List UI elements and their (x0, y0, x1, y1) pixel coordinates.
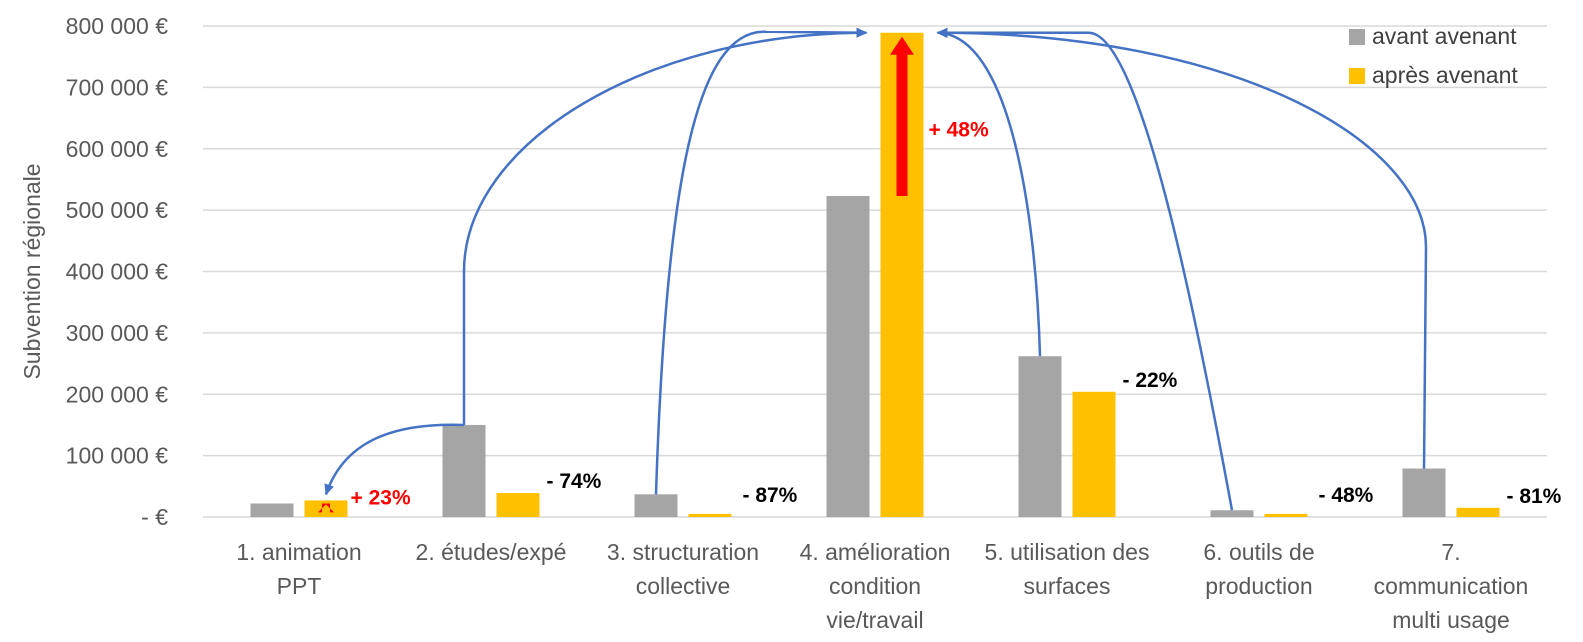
bar-avant-7 (1402, 468, 1446, 517)
y-tick-label-5: 500 000 € (66, 197, 169, 223)
bar-apres-7 (1456, 507, 1500, 517)
bar-apres-3 (688, 513, 732, 517)
category-label-6-line-1: 6. outils de (1203, 539, 1314, 565)
category-label-4-line-2: condition (829, 573, 921, 599)
category-label-6-line-2: production (1205, 573, 1312, 599)
legend-label-1: avant avenant (1372, 23, 1517, 49)
category-label-5-line-1: 5. utilisation des (985, 539, 1150, 565)
increase-arrows (318, 36, 914, 513)
bar-avant-2 (442, 424, 486, 517)
pct-annotation-4: + 48% (929, 118, 989, 141)
y-axis-title: Subvention régionale (19, 163, 45, 379)
pct-annotation-2: - 74% (547, 470, 602, 493)
transfer-arrow-6-to-4 (936, 27, 1234, 511)
category-label-7-line-2: communication (1374, 573, 1529, 599)
increase-arrow-4 (890, 36, 914, 197)
x-axis-categories: 1. animation PPT 2. études/expé 3. structur… (236, 539, 1528, 633)
increase-arrow-1 (318, 503, 334, 513)
legend-swatch-1 (1349, 29, 1365, 45)
category-label-1-line-1: 1. animation (236, 539, 361, 565)
legend-swatch-2 (1349, 68, 1365, 84)
bar-avant-6 (1210, 510, 1254, 517)
category-label-7: 7. communication multi usage (1374, 539, 1529, 633)
category-label-3: 3. structuration collective (607, 539, 759, 599)
transfer-arrows (324, 27, 1428, 511)
category-label-5-line-2: surfaces (1024, 573, 1111, 599)
bar-apres-5 (1072, 391, 1116, 517)
transfer-arrow-7-to-4 (936, 27, 1428, 469)
category-label-7-line-3: multi usage (1392, 607, 1510, 633)
y-tick-label-6: 600 000 € (66, 136, 169, 162)
category-label-4-line-1: 4. amélioration (800, 539, 951, 565)
bar-avant-4 (826, 196, 870, 518)
pct-annotation-3: - 87% (743, 484, 798, 507)
bar-avant-1 (250, 503, 294, 517)
category-label-5: 5. utilisation des surfaces (985, 539, 1150, 599)
transfer-arrow-2-to-4 (462, 27, 868, 425)
category-label-6: 6. outils de production (1203, 539, 1314, 599)
pct-annotation-1: + 23% (351, 486, 411, 509)
y-tick-label-7: 700 000 € (66, 74, 169, 100)
y-tick-label-1: 100 000 € (66, 443, 169, 469)
transfer-arrow-3-to-4 (654, 27, 868, 495)
category-label-3-line-1: 3. structuration (607, 539, 759, 565)
bar-apres-2 (496, 493, 540, 517)
category-label-7-line-1: 7. (1441, 539, 1460, 565)
category-label-1: 1. animation PPT (236, 539, 361, 599)
bars (250, 32, 1500, 518)
category-label-4: 4. amélioration condition vie/travail (800, 539, 951, 633)
y-tick-label-8: 800 000 € (66, 13, 169, 39)
bar-apres-1 (304, 500, 348, 517)
category-label-3-line-2: collective (636, 573, 731, 599)
percent-annotations: + 23% - 74% - 87% + 48% - 22% - 48% - 81% (351, 118, 1562, 509)
y-tick-label-2: 200 000 € (66, 381, 169, 407)
category-label-4-line-3: vie/travail (826, 607, 923, 633)
legend-label-2: après avenant (1372, 62, 1518, 88)
y-tick-label-4: 400 000 € (66, 259, 169, 285)
pct-annotation-6: - 48% (1319, 484, 1374, 507)
transfer-arrow-5-to-4 (936, 28, 1042, 357)
category-label-2-line-1: 2. études/expé (416, 539, 567, 565)
bar-avant-3 (634, 494, 678, 517)
category-label-1-line-2: PPT (277, 573, 322, 599)
gridlines (203, 25, 1547, 518)
pct-annotation-5: - 22% (1123, 369, 1178, 392)
y-tick-label-3: 300 000 € (66, 320, 169, 346)
pct-annotation-7: - 81% (1507, 485, 1562, 508)
transfer-arrow-2-to-1 (324, 423, 465, 496)
bar-apres-6 (1264, 513, 1308, 517)
category-label-2: 2. études/expé (416, 539, 567, 565)
legend: avant avenant après avenant (1349, 23, 1518, 88)
y-axis-ticks: - € 100 000 € 200 000 € 300 000 € 400 000 € 5… (66, 13, 169, 530)
bar-avant-5 (1018, 356, 1062, 517)
y-tick-label-0: - € (141, 504, 168, 530)
